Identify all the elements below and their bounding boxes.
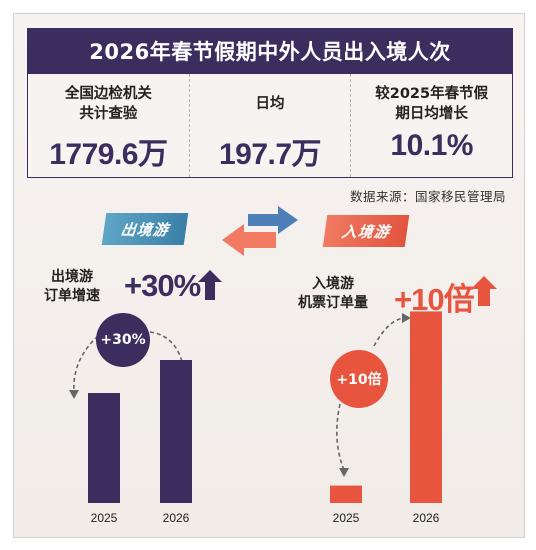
stat-daily-label: 日均 <box>255 96 285 112</box>
inbound-tick-label-2025: 2025 <box>333 511 360 525</box>
outbound-bar-2026 <box>160 360 192 503</box>
data-source: 数据来源：国家移民管理局 <box>349 189 506 204</box>
inbound-curve-arrow-head-icon <box>402 313 411 323</box>
stat-total-label: 全国边检机关 共计查验 <box>64 86 152 122</box>
outbound-curve-arrow-head-icon <box>69 390 79 399</box>
inbound-bar-2026 <box>410 311 442 503</box>
stat-daily-value: 197.7万 <box>218 138 322 171</box>
inbound-curve-arrows <box>336 317 405 471</box>
outbound-metric-label: 出境游 订单增速 <box>44 269 100 304</box>
inbound-growth-badge: +10倍 <box>330 350 388 408</box>
outbound-tick-label-2025: 2025 <box>91 511 118 525</box>
stat-daily: 日均 197.7万 <box>190 74 352 177</box>
outbound-tick-label-2026: 2026 <box>163 511 190 525</box>
inbound-curve-arrow-head-icon <box>339 468 349 477</box>
stat-growth: 较2025年春节假 期日均增长 10.1% <box>351 74 512 177</box>
stat-growth-value: 10.1% <box>390 129 473 162</box>
inbound-metric-label: 入境游 机票订单量 <box>298 276 368 311</box>
stats-panel: 全国边检机关 共计查验 1779.6万 日均 197.7万 较2025年春节假 期日… <box>27 74 513 178</box>
inbound-tick-label-2026: 2026 <box>413 511 440 525</box>
page-title: 2026年春节假期中外人员出入境人次 <box>27 28 513 74</box>
exchange-arrows-icon <box>222 206 298 256</box>
stat-total: 全国边检机关 共计查验 1779.6万 <box>28 74 190 177</box>
outbound-bar-2025 <box>88 393 120 503</box>
inbound-metric-value: +10倍 <box>394 282 475 317</box>
stat-total-value: 1779.6万 <box>49 138 168 171</box>
stat-growth-label: 较2025年春节假 期日均增长 <box>375 86 489 122</box>
inbound-bar-2025 <box>330 485 362 503</box>
outbound-metric-value: +30% <box>124 268 201 303</box>
outbound-growth-badge: +30% <box>96 313 150 367</box>
